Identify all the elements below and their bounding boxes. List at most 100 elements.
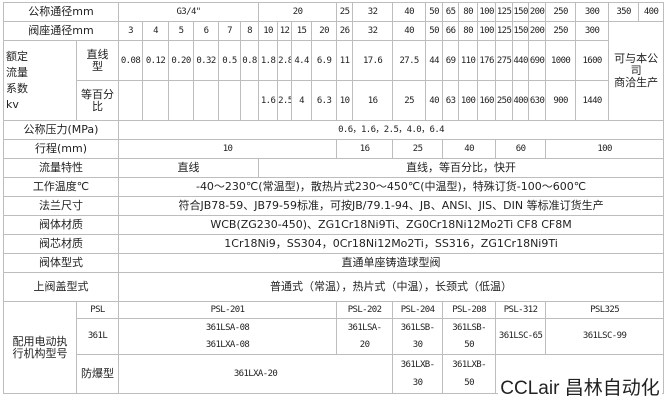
table-row: 阀体型式 直通单座铸造球型阀 [3,253,665,273]
stroke-value: 10 [117,139,338,159]
seat-dia-label: 阀座通径mm [3,21,119,41]
nominal-dia-cell: 80 [458,2,479,22]
kv-equal-value: 25 [392,80,427,121]
nominal-dia-cell: 40 [392,2,427,22]
kv-linear-value: 1.8 [258,40,279,81]
nominal-dia-cell: 65 [442,2,460,22]
explosion-proof-model: 361LXB- 30 [392,354,444,394]
nominal-dia-label: 公称通径mm [3,2,119,22]
body-material-value: WCB(ZG230-450)、ZG1Cr18Ni9Ti、ZG0Cr18Ni12M… [117,215,665,235]
seat-dia-cell: 7 [218,21,241,41]
explosion-proof-model: 361LXA-20 [117,354,394,394]
seat-dia-cell: 150 [512,21,530,41]
body-material-label: 阀体材质 [3,215,119,235]
flange-label: 法兰尺寸 [3,196,119,216]
kv-equal-value [168,80,194,121]
kv-linear-value: 0.32 [193,40,219,81]
table-row: 等百分 比 1.6 2.5 4 6.3 10 16 25 40 63 100 160 250 400 630… [4,80,664,121]
kv-linear-value: 0.12 [142,40,169,81]
kv-equal-value: 630 [528,80,547,121]
kv-label: 额定 流量 系数 kv [3,40,77,121]
psl-model: PSL-312 [495,301,547,319]
kv-linear-value: 11 [336,40,354,81]
kv-equal-value: 900 [545,80,577,121]
kv-equal-label: 等百分 比 [76,80,119,121]
seat-dia-cell: 4 [142,21,169,41]
kv-equal-value: 16 [352,80,394,121]
stroke-value: 100 [545,139,665,159]
seat-dia-cell: 50 [425,21,444,41]
nominal-dia-cell: 250 [545,2,577,22]
psl-model: PSL-202 [336,301,394,319]
explosion-proof-label: 防爆型 [76,354,119,394]
361l-model: 361LSA- 20 [336,318,394,355]
nominal-dia-cell: 150 [512,2,530,22]
kv-equal-value [193,80,219,121]
kv-linear-label: 直线 型 [76,40,119,81]
nominal-dia-cell: G3/4" [117,2,260,22]
seat-dia-cell: 26 [336,21,354,41]
psl-model: PSL-201 [117,301,338,319]
core-material-value: 1Cr18Ni9，SS304，0Cr18Ni12Mo2Ti，SS316，ZG1C… [117,234,665,254]
kv-linear-value: 275 [495,40,514,81]
nominal-dia-cell: 25 [336,2,354,22]
nominal-dia-cell: 125 [495,2,514,22]
valve-spec-table: 公称通径mm G3/4" 20 25 32 40 50 65 80 100 125 150 200 250… [3,2,665,394]
seat-dia-cell: 8 [239,21,260,41]
seat-dia-cell: 10 [258,21,279,41]
kv-equal-value: 6.3 [311,80,338,121]
kv-linear-value: 27.5 [392,40,427,81]
kv-equal-value: 1.6 [258,80,279,121]
watermark-logo: CCLair 昌林自动化 [498,372,662,406]
flow-char-value: 直线，等百分比，快开 [258,158,665,178]
stroke-value: 60 [495,139,547,159]
seat-dia-cell: 6 [193,21,219,41]
table-row: 阀体材质 WCB(ZG230-450)、ZG1Cr18Ni9Ti、ZG0Cr18N… [3,215,665,235]
kv-linear-value: 44 [425,40,444,81]
kv-equal-value [118,80,143,121]
stroke-value: 40 [442,139,497,159]
seat-dia-cell: 5 [168,21,194,41]
actuator-label: 配用电动执 行机构型号 [3,301,77,394]
body-type-value: 直通单座铸造球型阀 [117,253,665,273]
stroke-label: 行程(mm) [3,139,119,159]
seat-dia-cell: 3 [118,21,143,41]
nominal-dia-cell: 32 [352,2,394,22]
stroke-value: 16 [336,139,394,159]
bonnet-label: 上阀盖型式 [3,272,119,302]
kv-equal-value: 4 [291,80,313,121]
seat-dia-cell: 250 [545,21,577,41]
361l-label: 361L [76,318,119,355]
temp-label: 工作温度℃ [3,177,119,197]
flow-char-value: 直线 [117,158,260,178]
kv-equal-value: 100 [458,80,479,121]
nominal-dia-cell: 100 [477,2,497,22]
body-type-label: 阀体型式 [3,253,119,273]
kv-equal-value: 160 [477,80,497,121]
kv-equal-value: 1440 [575,80,610,121]
table-row: 行程(mm) 10 16 25 40 60 100 [3,139,665,159]
kv-linear-value: 2.8 [277,40,293,81]
kv-linear-value: 1000 [545,40,577,81]
psl-model: PSL-208 [442,301,497,319]
table-row: 阀座通径mm 3 4 5 6 7 8 10 12 15 20 26 32 40 50 66 80 100 125 15… [3,21,665,121]
nominal-dia-cell: 400 [638,2,665,22]
nominal-dia-cell: 50 [425,2,444,22]
seat-dia-cell: 125 [495,21,514,41]
temp-value: -40～230℃(常温型)，散热片式230～450℃(中温型)，特殊订货-100… [117,177,665,197]
nominal-dia-cell: 300 [575,2,610,22]
kv-linear-value: 110 [458,40,479,81]
psl-model: PSL325 [545,301,665,319]
psl-model: PSL-204 [392,301,444,319]
core-material-label: 阀芯材质 [3,234,119,254]
kv-equal-value [239,80,260,121]
361l-model: 361LSB- 30 [392,318,444,355]
explosion-proof-model: 361LXB- 50 [442,354,497,394]
kv-linear-value: 690 [528,40,547,81]
bonnet-value: 普通式（常温），热片式（中温），长颈式（低温） [117,272,665,302]
nominal-dia-cell: 350 [608,2,640,22]
seat-dia-cell: 80 [458,21,479,41]
seat-dia-cell: 15 [291,21,313,41]
flow-char-label: 流量特性 [3,158,119,178]
kv-linear-value: 0.5 [218,40,241,81]
